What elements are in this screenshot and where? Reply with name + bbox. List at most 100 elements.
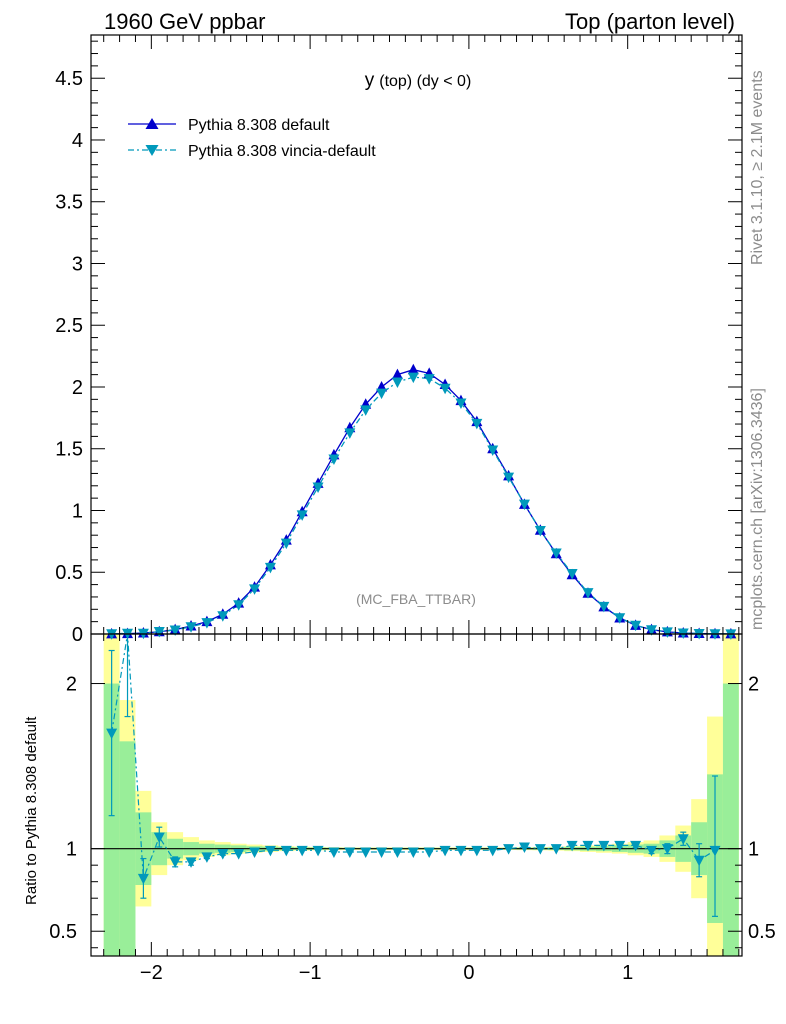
data-point-vincia	[153, 627, 165, 638]
data-point-vincia	[264, 562, 276, 574]
main-ytick-label: 0	[72, 624, 83, 646]
rivet-side-label: Rivet 3.1.10, ≥ 2.1M events	[749, 70, 766, 265]
main-ytick-label: 0.5	[55, 562, 83, 584]
data-point-vincia	[518, 499, 530, 511]
main-ytick-label: 3	[72, 253, 83, 275]
data-point-vincia	[471, 418, 483, 430]
main-ytick-label: 1	[72, 500, 83, 522]
data-point-vincia	[455, 398, 467, 410]
data-point-vincia	[312, 482, 324, 494]
data-point-vincia	[201, 618, 213, 629]
ratio-point-vincia	[566, 840, 578, 852]
mcplots-side-label: mcplots.cern.ch [arXiv:1306.3436]	[749, 388, 766, 630]
ratio-ytick-label-right: 2	[748, 674, 759, 696]
ratio-point-vincia	[153, 832, 165, 844]
data-point-vincia	[344, 428, 356, 439]
ratio-point-vincia	[296, 845, 308, 857]
data-point-vincia	[233, 600, 245, 611]
data-point-vincia	[249, 584, 261, 595]
data-point-default	[407, 363, 419, 375]
data-point-vincia	[185, 622, 197, 633]
axes-layer: 0 0.5 1 1.5 2 2.5 3 3.5 4 4.5 −2 −1 0 1 0.5 0.5 1 1 2 2	[49, 34, 776, 984]
ratio-point-vincia	[264, 845, 276, 857]
data-point-vincia	[550, 548, 562, 559]
main-ytick-label: 2.5	[55, 315, 83, 337]
ratio-point-vincia	[423, 847, 435, 858]
ratio-point-vincia	[217, 849, 229, 860]
legend-label-vincia: Pythia 8.308 vincia-default	[188, 143, 376, 160]
data-point-vincia	[280, 538, 292, 550]
header-left-label: 1960 GeV ppbar	[104, 9, 265, 34]
ratio-point-vincia	[693, 855, 705, 867]
data-point-vincia	[614, 613, 626, 624]
data-point-vincia	[582, 588, 594, 599]
main-ytick-label: 1.5	[55, 439, 83, 461]
legend-marker-default	[145, 118, 159, 129]
data-point-vincia	[217, 611, 229, 622]
band-inner-bin	[722, 683, 739, 956]
ratio-point-vincia	[645, 845, 657, 857]
ratio-plot-layer	[91, 633, 742, 917]
main-plot-title: y (top) (dy < 0)	[365, 70, 472, 91]
data-point-vincia	[598, 601, 610, 613]
ratio-xtick-label: 0	[463, 962, 474, 984]
ratio-point-vincia	[376, 847, 388, 858]
ratio-uncertainty-bands	[103, 634, 739, 956]
ratio-xtick-label: −1	[299, 962, 322, 984]
ratio-ylabel: Ratio to Pythia 8.308 default	[23, 716, 40, 905]
ratio-point-vincia	[169, 857, 181, 868]
ratio-ytick-label: 1	[66, 839, 77, 861]
data-point-vincia	[534, 526, 546, 537]
ratio-point-vincia	[471, 845, 483, 857]
ratio-ytick-label: 2	[66, 674, 77, 696]
ratio-point-vincia	[407, 847, 419, 858]
data-point-vincia	[439, 383, 451, 395]
ratio-point-vincia	[534, 844, 546, 855]
data-point-vincia	[360, 405, 372, 416]
ratio-point-vincia	[503, 844, 515, 855]
ratio-point-vincia	[487, 845, 499, 857]
header-right-label: Top (parton level)	[565, 9, 735, 34]
ratio-point-vincia	[455, 845, 467, 857]
ratio-point-vincia	[518, 842, 530, 854]
data-point-vincia	[407, 372, 419, 384]
main-ytick-label: 4.5	[55, 68, 83, 90]
data-point-vincia	[376, 388, 388, 400]
ratio-point-vincia	[391, 847, 403, 858]
ratio-point-vincia	[280, 845, 292, 857]
data-point-vincia	[423, 374, 435, 385]
legend-marker-vincia	[145, 145, 159, 156]
ratio-point-vincia	[439, 845, 451, 857]
ratio-point-vincia	[233, 849, 245, 860]
ratio-point-vincia	[344, 847, 356, 858]
data-point-vincia	[725, 629, 737, 640]
ratio-point-vincia	[106, 728, 118, 740]
ratio-ytick-label-right: 0.5	[748, 921, 776, 943]
ratio-point-vincia	[598, 840, 610, 852]
title-subscript: (top) (dy < 0)	[379, 73, 471, 90]
data-point-vincia	[566, 568, 578, 580]
data-point-vincia	[630, 620, 642, 632]
data-point-vincia	[503, 472, 515, 484]
data-point-vincia	[487, 445, 499, 456]
ratio-point-vincia	[185, 857, 197, 868]
data-point-default	[391, 368, 403, 380]
ratio-ytick-label-right: 1	[748, 839, 759, 861]
ratio-point-vincia	[661, 844, 673, 855]
title-symbol: y	[365, 70, 375, 91]
ratio-xtick-label: −2	[140, 962, 163, 984]
ratio-point-vincia	[249, 847, 261, 858]
data-point-vincia	[661, 627, 673, 638]
ratio-point-vincia	[201, 852, 213, 863]
data-point-vincia	[328, 454, 340, 465]
band-inner-bin	[103, 683, 120, 956]
ratio-point-vincia	[328, 847, 340, 858]
main-ytick-label: 4	[72, 130, 83, 152]
data-point-vincia	[169, 625, 181, 637]
ratio-point-vincia	[614, 840, 626, 852]
ratio-point-vincia	[709, 845, 721, 857]
main-ytick-label: 2	[72, 377, 83, 399]
legend: Pythia 8.308 default Pythia 8.308 vincia…	[128, 117, 376, 160]
ratio-point-vincia	[360, 847, 372, 858]
